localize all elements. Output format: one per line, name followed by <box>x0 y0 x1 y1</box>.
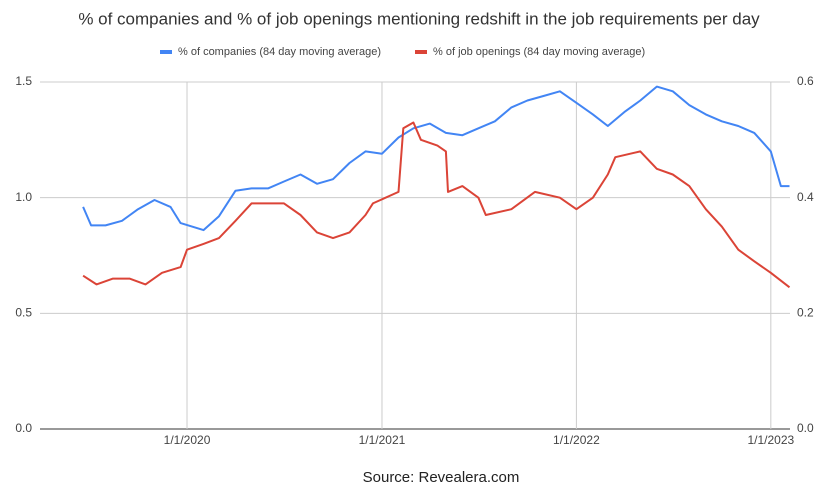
series-line <box>82 121 791 289</box>
chart-title: % of companies and % of job openings men… <box>78 9 760 28</box>
legend-label: % of companies (84 day moving average) <box>178 46 381 58</box>
y2-tick-label: 0.6 <box>797 74 814 88</box>
legend-label: % of job openings (84 day moving average… <box>433 46 645 58</box>
y2-tick-label: 0.4 <box>797 190 814 204</box>
x-tick-label: 1/1/2020 <box>164 433 211 447</box>
y-tick-label: 1.5 <box>15 74 32 88</box>
x-tick-label: 1/1/2022 <box>553 433 600 447</box>
y-tick-label: 0.0 <box>15 421 32 435</box>
y2-tick-label: 0.2 <box>797 306 814 320</box>
y-tick-label: 0.5 <box>15 306 32 320</box>
series-line <box>82 85 790 232</box>
y-tick-label: 1.0 <box>15 190 32 204</box>
y2-tick-label: 0.0 <box>797 421 814 435</box>
source: Source: Revealera.com <box>363 469 520 486</box>
x-tick-label: 1/1/2021 <box>359 433 406 447</box>
x-tick-label: 1/1/2023 <box>747 433 794 447</box>
